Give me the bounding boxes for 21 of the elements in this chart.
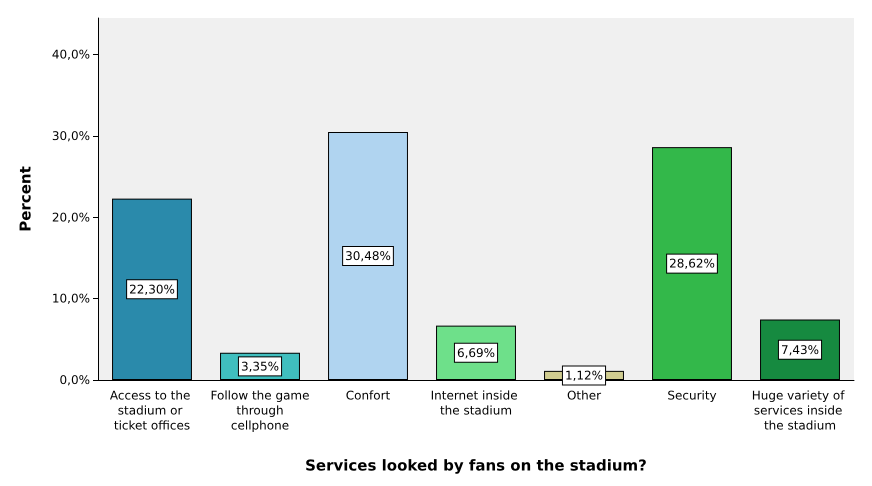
x-axis-title: Services looked by fans on the stadium? bbox=[305, 456, 647, 474]
data-label: 3,35% bbox=[240, 359, 280, 374]
x-tick-label: Internet inside the stadium bbox=[430, 388, 522, 418]
x-tick-label: Security bbox=[667, 388, 717, 402]
x-tick-label: Follow the game through cellphone bbox=[210, 388, 310, 432]
y-tick-label: 30,0% bbox=[52, 128, 90, 143]
data-label: 28,62% bbox=[669, 256, 715, 271]
data-label: 22,30% bbox=[129, 282, 175, 296]
x-tick-label: Access to the stadium or ticket offices bbox=[110, 388, 194, 432]
data-label: 6,69% bbox=[456, 346, 496, 360]
y-tick-label: 40,0% bbox=[52, 48, 90, 62]
y-axis-title: Percent bbox=[16, 166, 34, 232]
x-tick-label: Other bbox=[566, 388, 602, 402]
data-label: 1,12% bbox=[564, 368, 604, 382]
data-label: 7,43% bbox=[780, 342, 820, 357]
y-tick-label: 0,0% bbox=[60, 373, 90, 387]
x-tick-label: Huge variety of services inside the stadium bbox=[752, 388, 848, 432]
data-label: 30,48% bbox=[345, 249, 391, 264]
x-tick-label: Confort bbox=[346, 388, 391, 402]
y-tick-label: 10,0% bbox=[52, 292, 90, 306]
y-tick-label: 20,0% bbox=[52, 210, 90, 224]
